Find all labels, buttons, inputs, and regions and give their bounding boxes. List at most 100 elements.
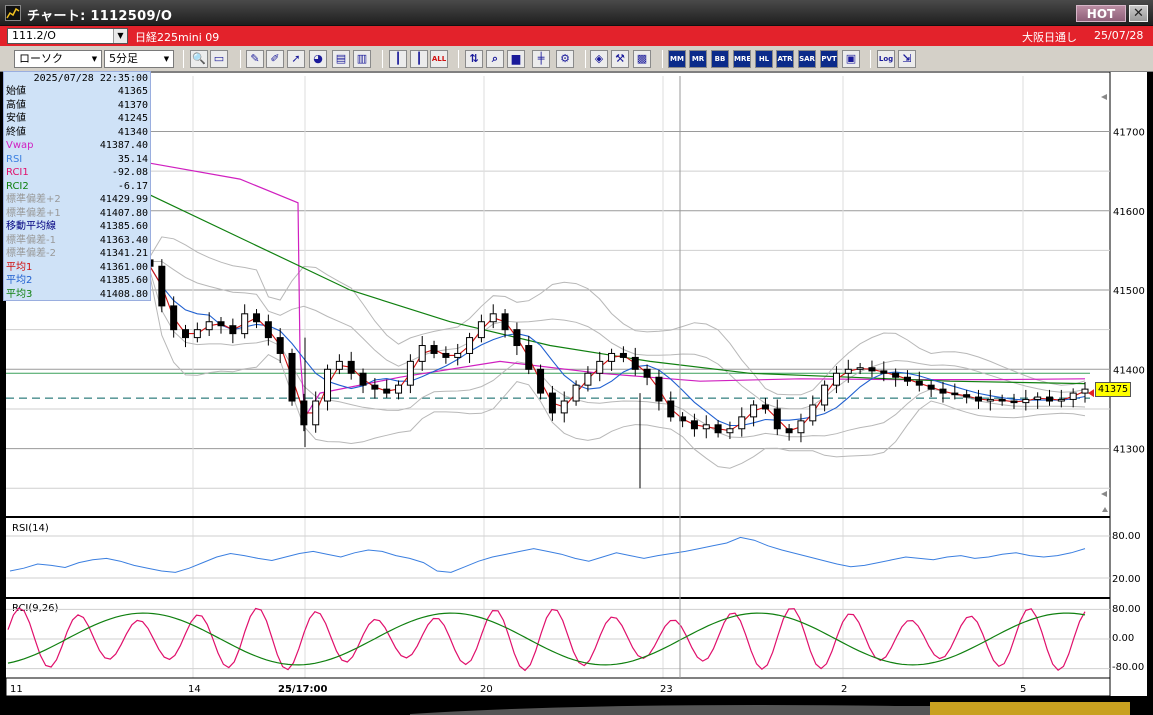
box-icon: ▣ bbox=[845, 52, 857, 65]
info-label: 始値 bbox=[6, 86, 26, 97]
info-row: 標準偏差+2 41429.99 bbox=[4, 193, 150, 206]
candle-down bbox=[383, 388, 391, 394]
candle-up bbox=[608, 352, 616, 362]
candle-up bbox=[726, 428, 734, 434]
palette-button[interactable]: ◈ bbox=[590, 50, 608, 68]
settings-button[interactable]: ⚙ bbox=[556, 50, 574, 68]
bb-button[interactable]: BB bbox=[711, 50, 729, 68]
fill-button[interactable]: ◕ bbox=[309, 50, 327, 68]
info-label: 平均2 bbox=[6, 275, 33, 286]
candle-up bbox=[454, 352, 462, 358]
close-button[interactable]: ✕ bbox=[1129, 5, 1148, 22]
candle-down bbox=[501, 313, 509, 331]
info-value: 41363.40 bbox=[99, 234, 148, 246]
window-button[interactable]: ▭ bbox=[210, 50, 228, 68]
rsi-label-80: 80.00 bbox=[1112, 531, 1141, 542]
search-chart-button[interactable]: ⌕ bbox=[486, 50, 504, 68]
candle-down bbox=[880, 370, 888, 374]
panel-resize-marker[interactable] bbox=[1102, 507, 1108, 512]
mre-button[interactable]: MRE bbox=[733, 50, 751, 68]
info-row: RSI 35.14 bbox=[4, 153, 150, 166]
ma1-line bbox=[149, 266, 1086, 432]
export-button[interactable]: ⇲ bbox=[898, 50, 916, 68]
chevron-down-icon[interactable]: ▼ bbox=[113, 29, 127, 43]
candle-down bbox=[229, 325, 237, 335]
info-row: 高値 41370 bbox=[4, 99, 150, 112]
interval-value: 5分足 bbox=[109, 52, 138, 65]
candle-up bbox=[821, 384, 829, 406]
zoom-button[interactable]: 🔍 bbox=[190, 50, 208, 68]
candle-up bbox=[1057, 398, 1065, 402]
compare-button[interactable]: ⇅ bbox=[465, 50, 483, 68]
candle-up bbox=[1022, 398, 1030, 404]
info-row: 終値 41340 bbox=[4, 126, 150, 139]
symbol-code-select[interactable]: 111.2/O ▼ bbox=[7, 28, 128, 44]
chevron-down-icon[interactable]: ▼ bbox=[91, 55, 98, 63]
price-axis-label: 41400 bbox=[1113, 365, 1145, 376]
candle-down bbox=[537, 368, 545, 394]
ma2-line bbox=[149, 266, 1086, 427]
candle-down bbox=[951, 392, 959, 396]
candle-down bbox=[264, 321, 272, 339]
text-icon: ALL bbox=[431, 55, 447, 63]
bar-chart-button[interactable]: ▆ bbox=[507, 50, 525, 68]
info-label: RCI1 bbox=[6, 167, 29, 178]
candle2-button[interactable]: ┃ bbox=[410, 50, 428, 68]
copy-button[interactable]: ▤ bbox=[332, 50, 350, 68]
info-value: 41341.21 bbox=[99, 248, 148, 259]
candle-down bbox=[903, 376, 911, 382]
hl-button[interactable]: HL bbox=[755, 50, 773, 68]
time-axis-bar bbox=[5, 677, 1111, 697]
sar-button[interactable]: SAR bbox=[798, 50, 816, 68]
bollinger-band bbox=[150, 261, 1086, 410]
text-icon: PVT bbox=[821, 55, 837, 63]
mr-button[interactable]: MR bbox=[689, 50, 707, 68]
atr-button[interactable]: ATR bbox=[776, 50, 794, 68]
scrollbar-thumb[interactable] bbox=[930, 702, 1130, 715]
info-label: 平均3 bbox=[6, 288, 33, 300]
scroll-overview bbox=[410, 705, 930, 715]
chart-app-icon bbox=[5, 5, 21, 21]
toolbar-separator bbox=[585, 50, 586, 68]
info-value: 41407.80 bbox=[99, 207, 148, 219]
scroll-up-marker[interactable] bbox=[1101, 94, 1107, 100]
export-icon: ⇲ bbox=[902, 52, 912, 65]
all-button[interactable]: ALL bbox=[430, 50, 448, 68]
draw-line-button[interactable]: ✎ bbox=[246, 50, 264, 68]
candle-up bbox=[832, 372, 840, 386]
time-axis-label: 5 bbox=[1020, 684, 1026, 695]
mm-button[interactable]: MM bbox=[668, 50, 686, 68]
box-button[interactable]: ▣ bbox=[842, 50, 860, 68]
info-row: 始値 41365 bbox=[4, 85, 150, 98]
cursor-button[interactable]: ➚ bbox=[287, 50, 305, 68]
candle-down bbox=[927, 384, 935, 390]
color-button[interactable]: ▩ bbox=[633, 50, 651, 68]
info-row: 標準偏差-2 41341.21 bbox=[4, 247, 150, 260]
hot-button[interactable]: HOT bbox=[1076, 5, 1126, 22]
candle-up bbox=[584, 372, 592, 386]
split-button[interactable]: ╪ bbox=[532, 50, 550, 68]
chart-area[interactable]: 41700 41600 41500 41400 41300 RSI(14) 80.00 … bbox=[0, 71, 1153, 715]
candle-up bbox=[477, 321, 485, 339]
chart-type-select[interactable]: ローソク ▼ bbox=[14, 50, 102, 68]
magnifier-icon: 🔍 bbox=[192, 52, 206, 65]
tools-button[interactable]: ⚒ bbox=[611, 50, 629, 68]
scroll-down-marker[interactable] bbox=[1101, 491, 1107, 497]
text-icon: SAR bbox=[799, 55, 815, 63]
pvt-button[interactable]: PVT bbox=[820, 50, 838, 68]
interval-select[interactable]: 5分足 ▼ bbox=[104, 50, 174, 68]
cursor-icon: ➚ bbox=[291, 52, 301, 65]
info-datetime: 2025/07/28 22:35:00 bbox=[33, 73, 148, 84]
paint-button[interactable]: ✐ bbox=[266, 50, 284, 68]
chevron-down-icon[interactable]: ▼ bbox=[163, 55, 170, 63]
candle-down bbox=[998, 398, 1006, 402]
candle-down bbox=[868, 367, 876, 372]
candle-up bbox=[466, 337, 474, 354]
toolbar-separator bbox=[382, 50, 383, 68]
log-button[interactable]: Log bbox=[877, 50, 895, 68]
chart-left-border bbox=[0, 72, 6, 715]
candle-button[interactable]: ┃ bbox=[389, 50, 407, 68]
delete-button[interactable]: ▥ bbox=[353, 50, 371, 68]
time-axis-labels: 11 14 25/17:00 20 23 2 5 bbox=[10, 684, 1026, 695]
